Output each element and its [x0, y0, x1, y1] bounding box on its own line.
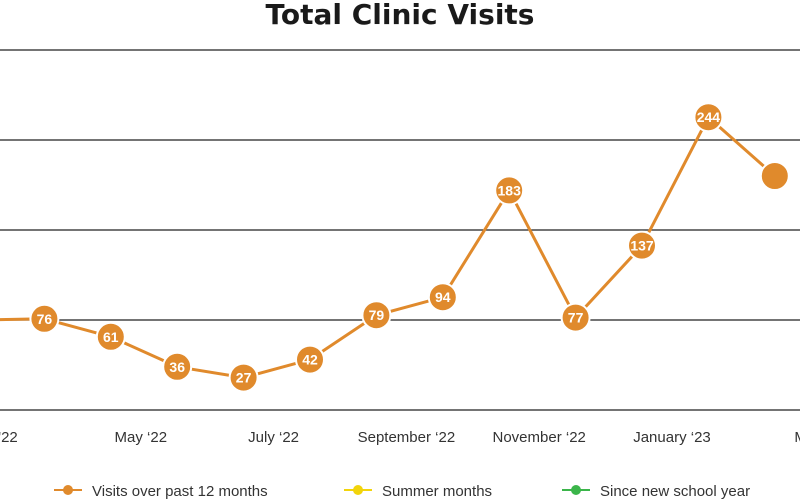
- legend-label: Visits over past 12 months: [92, 483, 268, 500]
- data-label: 183: [498, 182, 522, 198]
- x-tick-label: January ‘23: [633, 429, 711, 446]
- legend: Visits over past 12 months Summer months S…: [54, 483, 750, 500]
- data-label: 36: [169, 359, 185, 375]
- data-label: 137: [630, 238, 654, 254]
- data-point: [162, 351, 193, 382]
- data-point: [427, 282, 458, 313]
- data-point: [295, 344, 325, 375]
- data-label: 79: [369, 307, 385, 323]
- data-point: [361, 300, 392, 331]
- x-tick-label: November ‘22: [493, 429, 586, 446]
- data-point: [29, 303, 60, 334]
- data-point: [693, 102, 724, 133]
- data-label: 77: [568, 310, 584, 326]
- chart-title: Total Clinic Visits: [266, 0, 535, 31]
- legend-label: Summer months: [382, 483, 492, 500]
- data-label: 27: [236, 370, 252, 386]
- series-group: 76 61 36 27 42 79 94 183 77 137 244: [0, 102, 790, 393]
- x-tick-label: '22: [0, 429, 18, 446]
- data-point: [95, 321, 126, 352]
- data-label: 94: [435, 289, 451, 305]
- data-label: 42: [302, 352, 318, 368]
- data-label: 244: [697, 109, 721, 125]
- data-point: [494, 175, 525, 206]
- x-tick-label: May ‘22: [115, 429, 168, 446]
- legend-label: Since new school year: [600, 483, 750, 500]
- data-point: [627, 230, 657, 261]
- data-point: [560, 302, 591, 333]
- data-label: 76: [37, 311, 53, 327]
- data-point: [759, 161, 790, 191]
- x-axis-ticks: '22 May ‘22 July ‘22 September ‘22 November …: [0, 429, 800, 446]
- legend-marker: [571, 485, 581, 495]
- x-tick-label: Ma: [794, 429, 800, 446]
- data-label: 61: [103, 329, 119, 345]
- x-tick-label: July ‘22: [248, 429, 299, 446]
- data-point: [228, 362, 259, 393]
- legend-marker: [353, 485, 363, 495]
- legend-marker: [63, 485, 73, 495]
- x-tick-label: September ‘22: [358, 429, 456, 446]
- gridlines: [0, 49, 800, 411]
